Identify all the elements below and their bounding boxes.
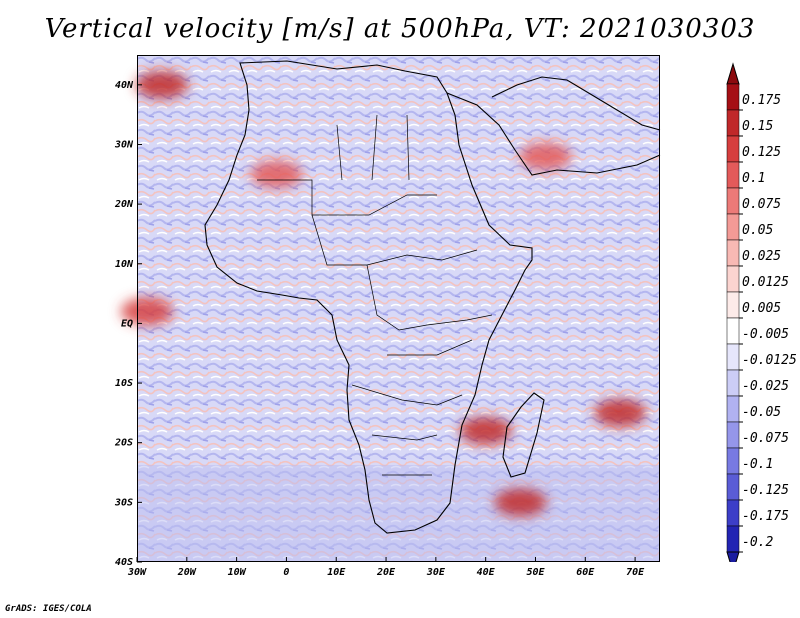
colorbar-swatch (726, 135, 740, 163)
colorbar-swatch (726, 447, 740, 475)
lon-tick-label: 30W (127, 567, 147, 578)
colorbar-label: 0.05 (742, 223, 773, 238)
colorbar-label: -0.005 (742, 327, 789, 342)
colorbar-label: 0.025 (742, 249, 781, 264)
lat-tick-label: 10N (115, 259, 134, 270)
colorbar-swatch (726, 343, 740, 371)
colorbar-label: 0.005 (742, 301, 781, 316)
colorbar-swatch (726, 109, 740, 137)
lon-tick-label: 30E (426, 567, 446, 578)
ascent-arabian-peninsula (519, 142, 572, 171)
lat-tick-label: 30S (114, 497, 133, 508)
colorbar-label: 0.175 (742, 93, 781, 108)
colorbar-swatch (726, 291, 740, 319)
strong-ascent-mozambique-channel (459, 416, 512, 445)
lon-tick-label: 60E (576, 567, 595, 578)
map-border (137, 55, 660, 562)
lon-tick-label: 20E (376, 567, 396, 578)
lat-tick-label: 20N (114, 199, 134, 210)
map-panel: 40N 30N 20N 10N EQ 10S 20S 30S 40S 30W 20W 10W 0 10E… (114, 55, 661, 578)
lat-tick-label: EQ (121, 318, 133, 329)
colorbar-label: -0.1 (742, 457, 773, 472)
colorbar-label: -0.2 (742, 535, 773, 550)
colorbar-top-arrow (726, 62, 740, 85)
lat-tick-label: 20S (114, 438, 133, 449)
colorbar-swatch (726, 213, 740, 241)
colorbar-swatch (726, 395, 740, 423)
colorbar-label: -0.025 (742, 379, 789, 394)
lat-tick-label: 10S (115, 378, 133, 389)
colorbar-swatch (726, 161, 740, 189)
strong-ascent-south-indian-ocean (594, 398, 647, 427)
strong-ascent-mediterranean (135, 70, 188, 99)
colorbar-swatch (726, 369, 740, 397)
strong-ascent-madagascar-south (494, 488, 547, 517)
colorbar-swatch (726, 239, 740, 267)
ascent-atlantic-equatorial (120, 297, 173, 326)
velocity-field (120, 55, 660, 562)
colorbar-bottom-arrow (726, 551, 740, 562)
colorbar-label: -0.125 (742, 483, 789, 498)
colorbar-swatch (726, 265, 740, 293)
lat-tick-label: 30N (114, 139, 134, 150)
colorbar-label: 0.075 (742, 197, 781, 212)
colorbar-swatch (726, 421, 740, 449)
country-borders (257, 114, 493, 476)
colorbar-label: 0.0125 (742, 275, 789, 290)
lon-tick-label: 20W (177, 567, 197, 578)
lon-tick-label: 50E (526, 567, 545, 578)
colorbar-label: -0.175 (742, 509, 789, 524)
colorbar-swatch (726, 83, 740, 111)
colorbar-label: 0.1 (742, 171, 765, 186)
colorbar-swatch (726, 187, 740, 215)
lon-tick-label: 10E (327, 567, 346, 578)
colorbar-label: -0.075 (742, 431, 789, 446)
coastlines (204, 60, 661, 534)
lon-tick-label: 40E (477, 567, 496, 578)
lat-tick-label: 40N (115, 80, 134, 91)
colorbar-label: -0.0125 (742, 353, 797, 368)
ascent-band-sahara (250, 160, 303, 189)
colorbar-label: 0.125 (742, 145, 781, 160)
lon-tick-label: 0 (283, 567, 289, 578)
colorbar-label: 0.15 (742, 119, 773, 134)
colorbar-swatch (726, 473, 740, 501)
colorbar: 0.175 0.15 0.125 0.1 0.075 0.05 0.025 0.0125 0.0… (726, 62, 797, 562)
map-title: Vertical velocity [m/s] at 500hPa, VT: 2… (44, 14, 756, 44)
colorbar-swatch (726, 317, 740, 345)
lon-tick-label: 10W (228, 567, 247, 578)
lat-tick-label: 40S (115, 557, 133, 568)
colorbar-label: -0.05 (742, 405, 781, 420)
colorbar-swatch (726, 525, 740, 553)
colorbar-swatch (726, 499, 740, 527)
lon-tick-label: 70E (626, 567, 645, 578)
grads-credit: GrADS: IGES/COLA (5, 604, 92, 614)
